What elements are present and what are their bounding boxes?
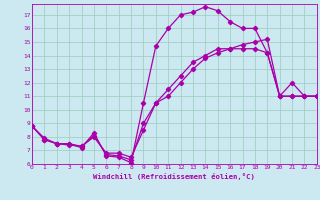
X-axis label: Windchill (Refroidissement éolien,°C): Windchill (Refroidissement éolien,°C) [93, 173, 255, 180]
